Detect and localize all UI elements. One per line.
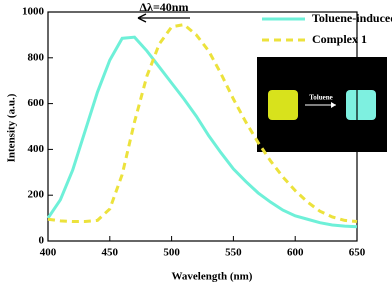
y-tick-label: 800	[28, 51, 45, 63]
y-tick-label: 0	[39, 235, 45, 247]
shift-arrow-head	[137, 13, 147, 23]
inset-arrow-head	[331, 102, 336, 108]
y-axis-label: Intensity (a.u.)	[6, 93, 18, 162]
plot-frame	[47, 11, 358, 242]
series-line	[46, 35, 358, 229]
y-tick-label: 200	[28, 189, 45, 201]
x-tick-label: 550	[225, 247, 242, 259]
y-tick-label: 1000	[22, 6, 45, 18]
legend-label: Complex 1	[312, 32, 367, 46]
legend-label: Toluene-induced 1	[312, 11, 392, 25]
x-tick-label: 450	[102, 247, 119, 259]
x-tick-label: 650	[349, 247, 366, 259]
x-tick-label: 500	[163, 247, 180, 259]
x-axis-label: Wavelength (nm)	[172, 271, 253, 283]
y-tick-label: 600	[28, 97, 45, 109]
x-tick-label: 400	[40, 247, 57, 259]
inset-label: Toluene	[309, 94, 332, 102]
annotation: Δλ=40nm	[140, 0, 189, 14]
x-tick-label: 600	[287, 247, 304, 259]
series-line	[47, 22, 358, 224]
inset-yellow-square	[268, 90, 298, 120]
y-tick-label: 400	[28, 143, 45, 155]
inset-cyan-square	[346, 90, 376, 120]
